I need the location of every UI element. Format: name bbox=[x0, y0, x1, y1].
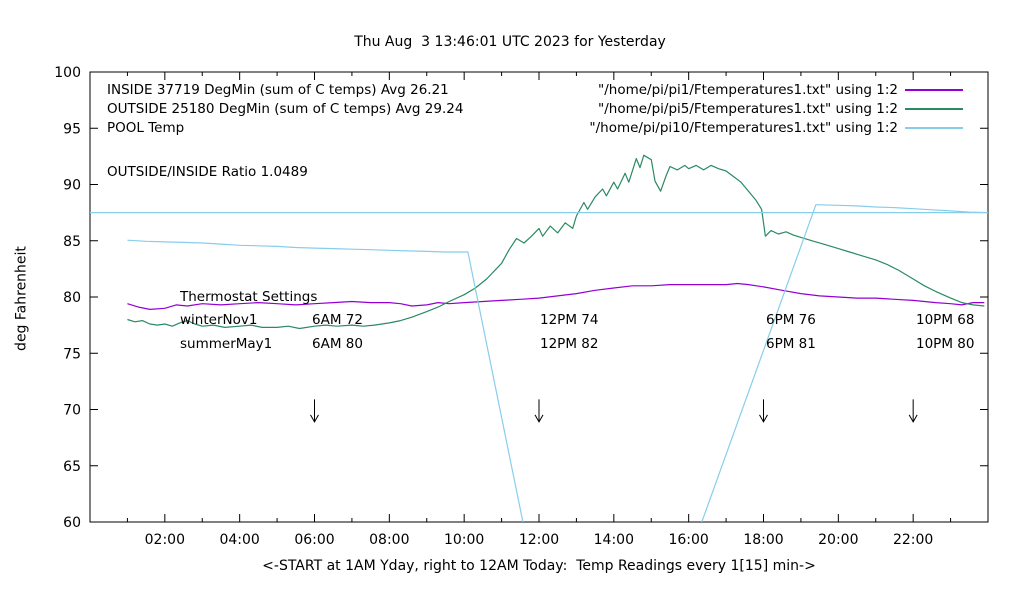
ratio-annotation: OUTSIDE/INSIDE Ratio 1.0489 bbox=[107, 164, 308, 180]
svg-text:65: 65 bbox=[63, 459, 81, 475]
svg-text:90: 90 bbox=[63, 178, 81, 194]
thermostat-settings-title: Thermostat Settings bbox=[180, 289, 318, 305]
svg-text:100: 100 bbox=[54, 65, 81, 81]
svg-text:22:00: 22:00 bbox=[893, 532, 933, 548]
svg-text:80: 80 bbox=[63, 290, 81, 306]
thermostat-summer-10pm: 10PM 80 bbox=[916, 336, 975, 352]
x-axis-label: <-START at 1AM Yday, right to 12AM Today… bbox=[262, 558, 816, 574]
legend-line-sample-pool bbox=[905, 127, 963, 129]
svg-text:18:00: 18:00 bbox=[743, 532, 783, 548]
svg-text:04:00: 04:00 bbox=[219, 532, 259, 548]
svg-text:60: 60 bbox=[63, 515, 81, 531]
legend-line-sample-inside bbox=[905, 89, 963, 91]
thermostat-summer-6pm: 6PM 81 bbox=[766, 336, 816, 352]
legend-label-pool: POOL Temp bbox=[107, 120, 185, 136]
svg-text:16:00: 16:00 bbox=[668, 532, 708, 548]
thermostat-summer-12pm: 12PM 82 bbox=[540, 336, 599, 352]
legend-file-pool: "/home/pi/pi10/Ftemperatures1.txt" using… bbox=[589, 120, 898, 136]
svg-text:12:00: 12:00 bbox=[519, 532, 559, 548]
svg-text:14:00: 14:00 bbox=[594, 532, 634, 548]
thermostat-winter-6pm: 6PM 76 bbox=[766, 312, 816, 328]
thermostat-summer-label: summerMay1 bbox=[180, 336, 273, 352]
legend-label-outside: OUTSIDE 25180 DegMin (sum of C temps) Av… bbox=[107, 101, 464, 117]
legend-line-sample-outside bbox=[905, 108, 963, 110]
chart-title: Thu Aug 3 13:46:01 UTC 2023 for Yesterda… bbox=[354, 34, 666, 50]
thermostat-winter-label: winterNov1 bbox=[180, 312, 258, 328]
svg-text:70: 70 bbox=[63, 403, 81, 419]
svg-text:10:00: 10:00 bbox=[444, 532, 484, 548]
thermostat-winter-10pm: 10PM 68 bbox=[916, 312, 975, 328]
legend-label-inside: INSIDE 37719 DegMin (sum of C temps) Avg… bbox=[107, 82, 449, 98]
svg-text:85: 85 bbox=[63, 234, 81, 250]
y-axis-label: deg Fahrenheit bbox=[13, 246, 30, 351]
thermostat-winter-6am: 6AM 72 bbox=[312, 312, 363, 328]
svg-text:06:00: 06:00 bbox=[294, 532, 334, 548]
svg-text:95: 95 bbox=[63, 121, 81, 137]
svg-text:20:00: 20:00 bbox=[818, 532, 858, 548]
svg-text:08:00: 08:00 bbox=[369, 532, 409, 548]
legend-file-inside: "/home/pi/pi1/Ftemperatures1.txt" using … bbox=[598, 82, 898, 98]
thermostat-summer-6am: 6AM 80 bbox=[312, 336, 363, 352]
svg-text:02:00: 02:00 bbox=[145, 532, 185, 548]
svg-text:75: 75 bbox=[63, 346, 81, 362]
thermostat-winter-12pm: 12PM 74 bbox=[540, 312, 599, 328]
legend-file-outside: "/home/pi/pi5/Ftemperatures1.txt" using … bbox=[598, 101, 898, 117]
